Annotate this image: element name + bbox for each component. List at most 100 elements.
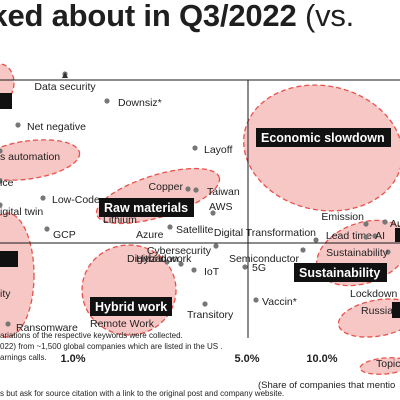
point-cybersecurity [213, 243, 219, 249]
point-label-cybersecurity: Cybersecurity [147, 245, 212, 257]
point-label-downsiz: Downsiz* [118, 97, 162, 109]
x-tick-10-0: 10.0% [306, 353, 337, 365]
point-hybrid-work [178, 261, 184, 267]
cluster-bubble-9 [359, 357, 400, 375]
point-gcp [44, 226, 50, 232]
point-sustainability [385, 249, 391, 255]
point-digitization [164, 259, 170, 265]
point-vaccin [253, 297, 259, 303]
point-satellite [167, 224, 173, 230]
point-label-hybrid-work: Hybrid work [136, 253, 192, 265]
point-label-au: Au [390, 218, 400, 230]
footnote-4: s but ask for source citation with a lin… [0, 389, 285, 398]
point-label-taiwan: Taiwan [207, 186, 240, 198]
point-taiwan [193, 187, 199, 193]
point-label-digitization: Digitization [127, 253, 179, 265]
x-tick-1-0: 1.0% [60, 353, 85, 365]
data-security-marker-icon [62, 72, 68, 78]
point-label-satellite: Satellite [176, 224, 214, 236]
cluster-label-economic-slowdown: Economic slowdown [261, 131, 385, 145]
point-label-lead-time: Lead time [326, 230, 372, 242]
cluster-box-economic-slowdown [256, 128, 391, 147]
point-lead-time [372, 233, 378, 239]
point-au [382, 219, 388, 225]
x-tick-5-0: 5.0% [235, 353, 260, 365]
point-emission [363, 221, 369, 227]
point-label-transitory: Transitory [187, 309, 234, 321]
footnote-1: ariations of the respective keywords wer… [0, 331, 183, 340]
point-label-iot: IoT [204, 266, 220, 278]
point-ai [363, 234, 369, 240]
chart-title: lked about in Q3/2022 (vs. [0, 0, 354, 34]
point-label-data-security: Data security [34, 81, 96, 93]
cluster-label-hybrid-work: Hybrid work [95, 300, 167, 314]
point-label-remote-work: Remote Work [90, 318, 155, 330]
partial-cluster-box-3 [0, 251, 18, 267]
point-label-sustainability: Sustainability [326, 247, 389, 259]
cluster-box-raw-materials [99, 198, 194, 217]
point-label-5g: 5G [252, 262, 266, 274]
cluster-bubble-8 [337, 298, 400, 338]
cluster-box-hybrid-work [90, 297, 172, 316]
cluster-labels: Economic slowdown Raw materials Hybrid wor… [0, 93, 400, 318]
cluster-label-sustainability: Sustainability [299, 266, 380, 280]
point-ransomware [5, 321, 11, 327]
point-layoff [192, 145, 198, 151]
point-iot [191, 267, 197, 273]
point-label-igital-twin: igital twin [0, 206, 43, 218]
point-s-automation [0, 148, 3, 154]
title-text: lked about in Q3/2022 [0, 0, 297, 33]
point-label-topic: Topic [376, 358, 400, 370]
partial-cluster-box-2 [395, 228, 400, 242]
point-net-negative [15, 122, 21, 128]
axes [0, 79, 400, 338]
cluster-label-raw-materials: Raw materials [104, 201, 188, 215]
point-low-code [40, 195, 46, 201]
point-semiconductor [300, 247, 306, 253]
title-suffix: (vs. [304, 0, 355, 33]
point-downsiz [104, 98, 110, 104]
point-label-ice: ice [0, 177, 14, 189]
point-label-layoff: Layoff [204, 144, 232, 156]
x-axis-ticks: 1.0% 5.0% 10.0% [60, 353, 337, 365]
point-label-ai: AI [375, 230, 385, 242]
point-label-semiconductor: Semiconductor [229, 253, 300, 265]
point-igital-twin [0, 202, 3, 208]
point-label-azure: Azure [136, 229, 164, 241]
point-ice [0, 178, 3, 184]
point-label-net-negative: Net negative [27, 121, 86, 133]
point-label-lockdown: Lockdown [350, 288, 397, 300]
point-5g [242, 264, 248, 270]
point-transitory [202, 301, 208, 307]
point-label-russia: Russia [361, 305, 393, 317]
point-label-copper: Copper [149, 181, 184, 193]
footnote-3: arnings calls. [0, 353, 47, 362]
cluster-bubble-1 [243, 84, 400, 212]
point-aws [210, 210, 216, 216]
cluster-box-sustainability [294, 263, 387, 282]
cluster-hybrid-work: Hybrid work [90, 297, 172, 316]
point-label-gcp: GCP [53, 229, 76, 241]
point-copper [185, 186, 191, 192]
data-points: Data security Downsiz* Net negative s autom… [0, 71, 400, 370]
cluster-sustainability: Sustainability [294, 263, 387, 282]
x-axis-title: (Share of companies that mentio [258, 380, 396, 391]
point-label-digital-transformation: Digital Transformation [214, 227, 316, 239]
point-label-ity: ity [0, 288, 11, 300]
cluster-raw-materials: Raw materials [99, 198, 194, 217]
point-label-vaccin: Vaccin* [262, 296, 297, 308]
point-label-aws: AWS [209, 201, 233, 213]
footnote-2: 022) from ~1,500 global companies which … [0, 342, 223, 351]
point-label-low-code: Low-Code [52, 194, 100, 206]
point-label-s-automation: s automation [0, 151, 60, 163]
point-digital-transformation [313, 237, 319, 243]
cluster-economic-slowdown: Economic slowdown [256, 128, 391, 147]
point-label-emission: Emission [321, 211, 364, 223]
partial-cluster-box-4 [392, 302, 400, 318]
point-label-ransomware: Ransomware [16, 322, 78, 334]
cluster-bubble-5 [0, 63, 15, 103]
cluster-bubble-7 [0, 212, 35, 338]
partial-cluster-box-1 [0, 93, 12, 109]
